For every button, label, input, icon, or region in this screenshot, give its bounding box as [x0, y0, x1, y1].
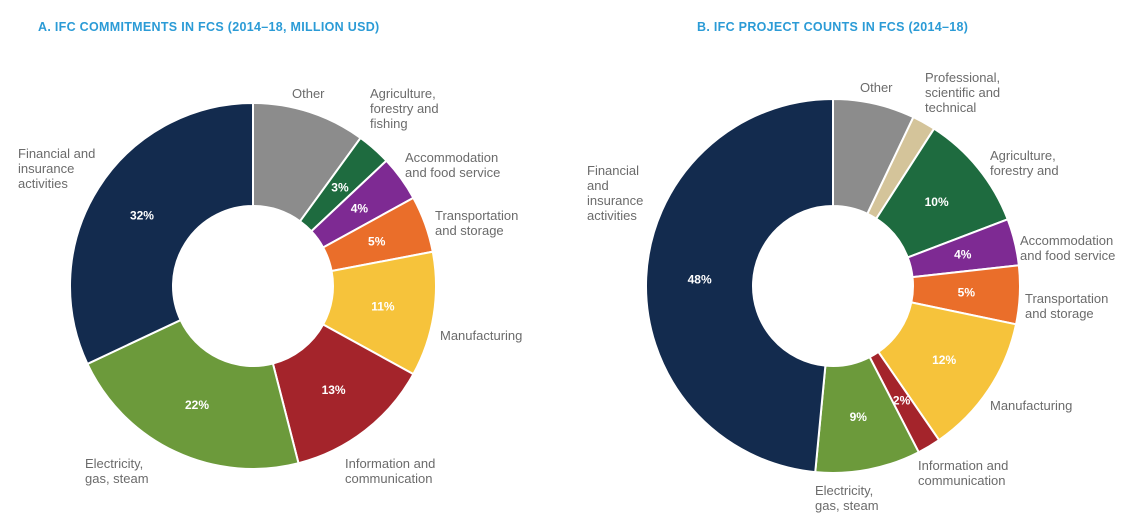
category-label-line: and food service [405, 165, 500, 180]
value-label-info: 13% [322, 383, 346, 397]
category-label-other: Other [860, 80, 893, 95]
category-label-line: fishing [370, 116, 408, 131]
category-label-line: gas, steam [85, 471, 149, 486]
category-label-line: Transportation [435, 208, 518, 223]
category-label-info: Information and communication [345, 456, 435, 486]
value-label-transport: 5% [958, 285, 976, 299]
category-label-elec: Electricity, gas, steam [815, 483, 879, 513]
category-label-other: Other [292, 86, 325, 101]
value-label-fin: 48% [688, 273, 712, 287]
value-label-agri: 3% [331, 180, 349, 194]
category-label-accom: Accommodation and food service [1020, 233, 1115, 263]
category-label-line: gas, steam [815, 498, 879, 513]
category-label-line: Agriculture, [370, 86, 436, 101]
category-label-line: Financial [587, 163, 639, 178]
category-label-line: Electricity, [85, 456, 143, 471]
category-label-line: communication [345, 471, 432, 486]
category-label-manuf: Manufacturing [990, 398, 1072, 413]
value-label-transport: 5% [368, 234, 386, 248]
category-label-line: communication [918, 473, 1005, 488]
category-label-line: Accommodation [405, 150, 498, 165]
category-label-accom: Accommodation and food service [405, 150, 500, 180]
category-label-line: insurance [18, 161, 74, 176]
slice-fin [645, 97, 834, 474]
category-label-line: Accommodation [1020, 233, 1113, 248]
value-label-elec: 22% [185, 398, 209, 412]
category-label-line: activities [18, 176, 68, 191]
category-label-line: activities [587, 208, 637, 223]
category-label-line: technical [925, 100, 976, 115]
chart-b-title: B. IFC PROJECT COUNTS IN FCS (2014–18) [697, 20, 969, 34]
slice-elec [86, 318, 300, 470]
category-label-line: Other [292, 86, 325, 101]
category-label-line: Other [860, 80, 893, 95]
value-label-info: 2% [893, 394, 911, 408]
category-label-line: Manufacturing [440, 328, 522, 343]
value-label-elec: 9% [850, 410, 868, 424]
category-label-line: Electricity, [815, 483, 873, 498]
category-label-line: and storage [435, 223, 504, 238]
category-label-agri: Agriculture, forestry and fishing [370, 86, 439, 131]
value-label-manuf: 12% [932, 353, 956, 367]
category-label-line: Financial and [18, 146, 95, 161]
chart-a-title: A. IFC COMMITMENTS IN FCS (2014–18, MILL… [38, 20, 380, 34]
category-label-line: Manufacturing [990, 398, 1072, 413]
value-label-accom: 4% [954, 248, 972, 262]
slice-fin [69, 101, 254, 366]
category-label-fin: Financial and insurance activities [587, 163, 643, 223]
value-label-manuf: 11% [371, 300, 395, 314]
chart-b-donut: Other Professional, scientific and technica… [587, 70, 1115, 513]
category-label-prof: Professional, scientific and technical [925, 70, 1000, 115]
chart-a-donut: Other 3% Agriculture, forestry and fishing 4%… [18, 86, 522, 486]
category-label-line: Transportation [1025, 291, 1108, 306]
category-label-line: and [587, 178, 609, 193]
value-label-fin: 32% [130, 209, 154, 223]
category-label-agri: Agriculture, forestry and [990, 148, 1059, 178]
category-label-line: Professional, [925, 70, 1000, 85]
category-label-line: Information and [918, 458, 1008, 473]
category-label-line: Information and [345, 456, 435, 471]
category-label-transport: Transportation and storage [435, 208, 518, 238]
category-label-line: insurance [587, 193, 643, 208]
category-label-fin: Financial and insurance activities [18, 146, 95, 191]
category-label-manuf: Manufacturing [440, 328, 522, 343]
category-label-line: forestry and [370, 101, 439, 116]
category-label-line: and food service [1020, 248, 1115, 263]
category-label-line: and storage [1025, 306, 1094, 321]
value-label-agri: 10% [925, 195, 949, 209]
slice-info [271, 323, 415, 465]
value-label-accom: 4% [351, 202, 369, 216]
category-label-elec: Electricity, gas, steam [85, 456, 149, 486]
category-label-line: forestry and [990, 163, 1059, 178]
category-label-transport: Transportation and storage [1025, 291, 1108, 321]
category-label-line: scientific and [925, 85, 1000, 100]
category-label-line: Agriculture, [990, 148, 1056, 163]
category-label-info: Information and communication [918, 458, 1008, 488]
